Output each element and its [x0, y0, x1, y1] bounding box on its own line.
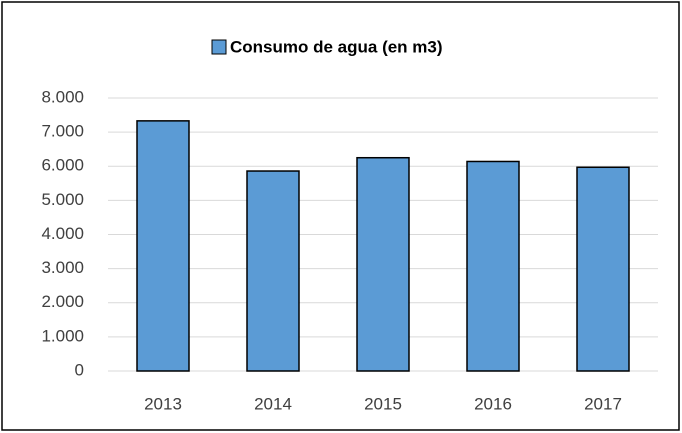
y-tick-label: 3.000: [41, 258, 84, 277]
y-tick-label: 1.000: [41, 326, 84, 345]
bar: [576, 166, 630, 372]
y-tick-label: 2.000: [41, 292, 84, 311]
y-tick-label: 4.000: [41, 224, 84, 243]
x-tick-label: 2017: [584, 394, 622, 413]
x-tick-label: 2013: [144, 394, 182, 413]
legend-label: Consumo de agua (en m3): [230, 37, 443, 56]
x-tick-label: 2014: [254, 394, 292, 413]
bar: [136, 120, 190, 372]
y-tick-label: 8.000: [41, 87, 84, 106]
y-tick-label: 7.000: [41, 122, 84, 141]
y-tick-label: 6.000: [41, 156, 84, 175]
bar: [356, 156, 410, 372]
bar: [246, 170, 300, 372]
x-tick-label: 2016: [474, 394, 512, 413]
legend-swatch: [211, 39, 227, 55]
y-tick-label: 5.000: [41, 190, 84, 209]
y-tick-label: 0: [75, 360, 84, 379]
x-tick-label: 2015: [364, 394, 402, 413]
bar: [466, 160, 520, 372]
